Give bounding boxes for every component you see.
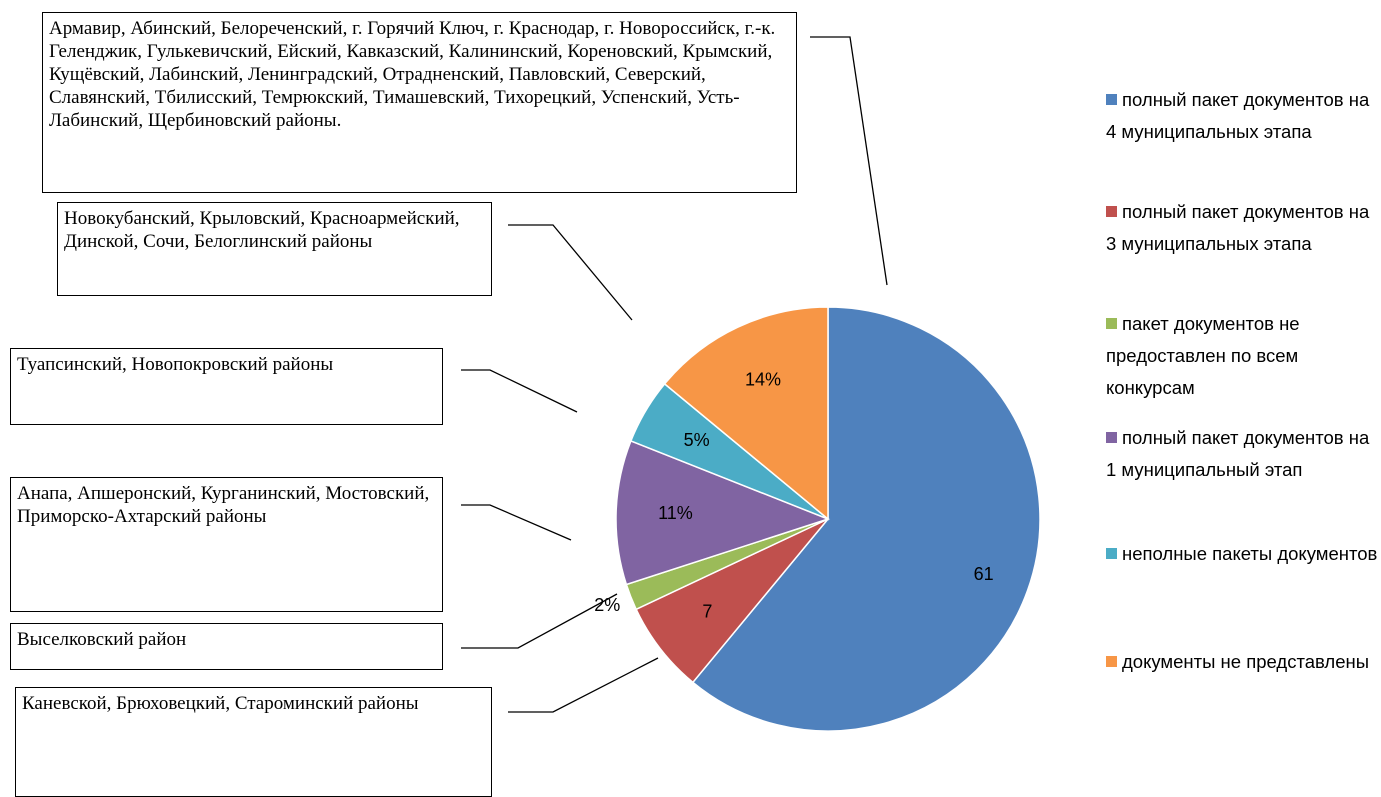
data-label: 7 <box>702 601 712 621</box>
legend-swatch <box>1106 94 1117 105</box>
data-label: 5% <box>684 430 710 450</box>
legend-item: неполные пакеты документов <box>1106 538 1381 570</box>
legend-label: неполные пакеты документов <box>1122 543 1378 564</box>
leader-line <box>508 224 633 321</box>
leader-line <box>810 36 888 286</box>
pie-slice <box>615 439 831 586</box>
pie-slice <box>691 306 1041 732</box>
legend-item: полный пакет документов на 4 муниципальн… <box>1106 84 1381 148</box>
legend-label: пакет документов не предоставлен по всем… <box>1106 313 1300 398</box>
leader-line <box>461 504 572 541</box>
annotation-box: Каневской, Брюховецкий, Староминский рай… <box>15 687 492 797</box>
data-label: 11% <box>658 503 693 523</box>
legend-label: полный пакет документов на 1 муниципальн… <box>1106 427 1370 480</box>
legend-swatch <box>1106 432 1117 443</box>
pie-slice <box>663 306 829 521</box>
legend-label: полный пакет документов на 4 муниципальн… <box>1106 89 1370 142</box>
legend-item: пакет документов не предоставлен по всем… <box>1106 308 1381 404</box>
annotation-box: Анапа, Апшеронский, Курганинский, Мостов… <box>10 477 443 612</box>
legend-swatch <box>1106 548 1117 559</box>
annotation-box: Армавир, Абинский, Белореченский, г. Гор… <box>42 12 797 193</box>
data-label: 2% <box>594 595 620 615</box>
annotation-box: Выселковский район <box>10 623 443 670</box>
legend-label: документы не представлены <box>1122 651 1369 672</box>
legend-swatch <box>1106 206 1117 217</box>
leader-line <box>508 657 659 713</box>
data-label: 61 <box>974 564 994 584</box>
legend-item: полный пакет документов на 3 муниципальн… <box>1106 196 1381 260</box>
annotation-box: Новокубанский, Крыловский, Красноармейск… <box>57 202 492 296</box>
data-label: 14% <box>745 370 781 390</box>
legend-item: полный пакет документов на 1 муниципальн… <box>1106 422 1381 486</box>
legend-swatch <box>1106 656 1117 667</box>
annotation-box: Туапсинский, Новопокровский районы <box>10 348 443 425</box>
leader-lines <box>461 36 888 713</box>
leader-line <box>461 593 618 649</box>
legend-item: документы не представлены <box>1106 646 1381 678</box>
legend-label: полный пакет документов на 3 муниципальн… <box>1106 201 1370 254</box>
legend-swatch <box>1106 318 1117 329</box>
leader-line <box>461 369 578 413</box>
